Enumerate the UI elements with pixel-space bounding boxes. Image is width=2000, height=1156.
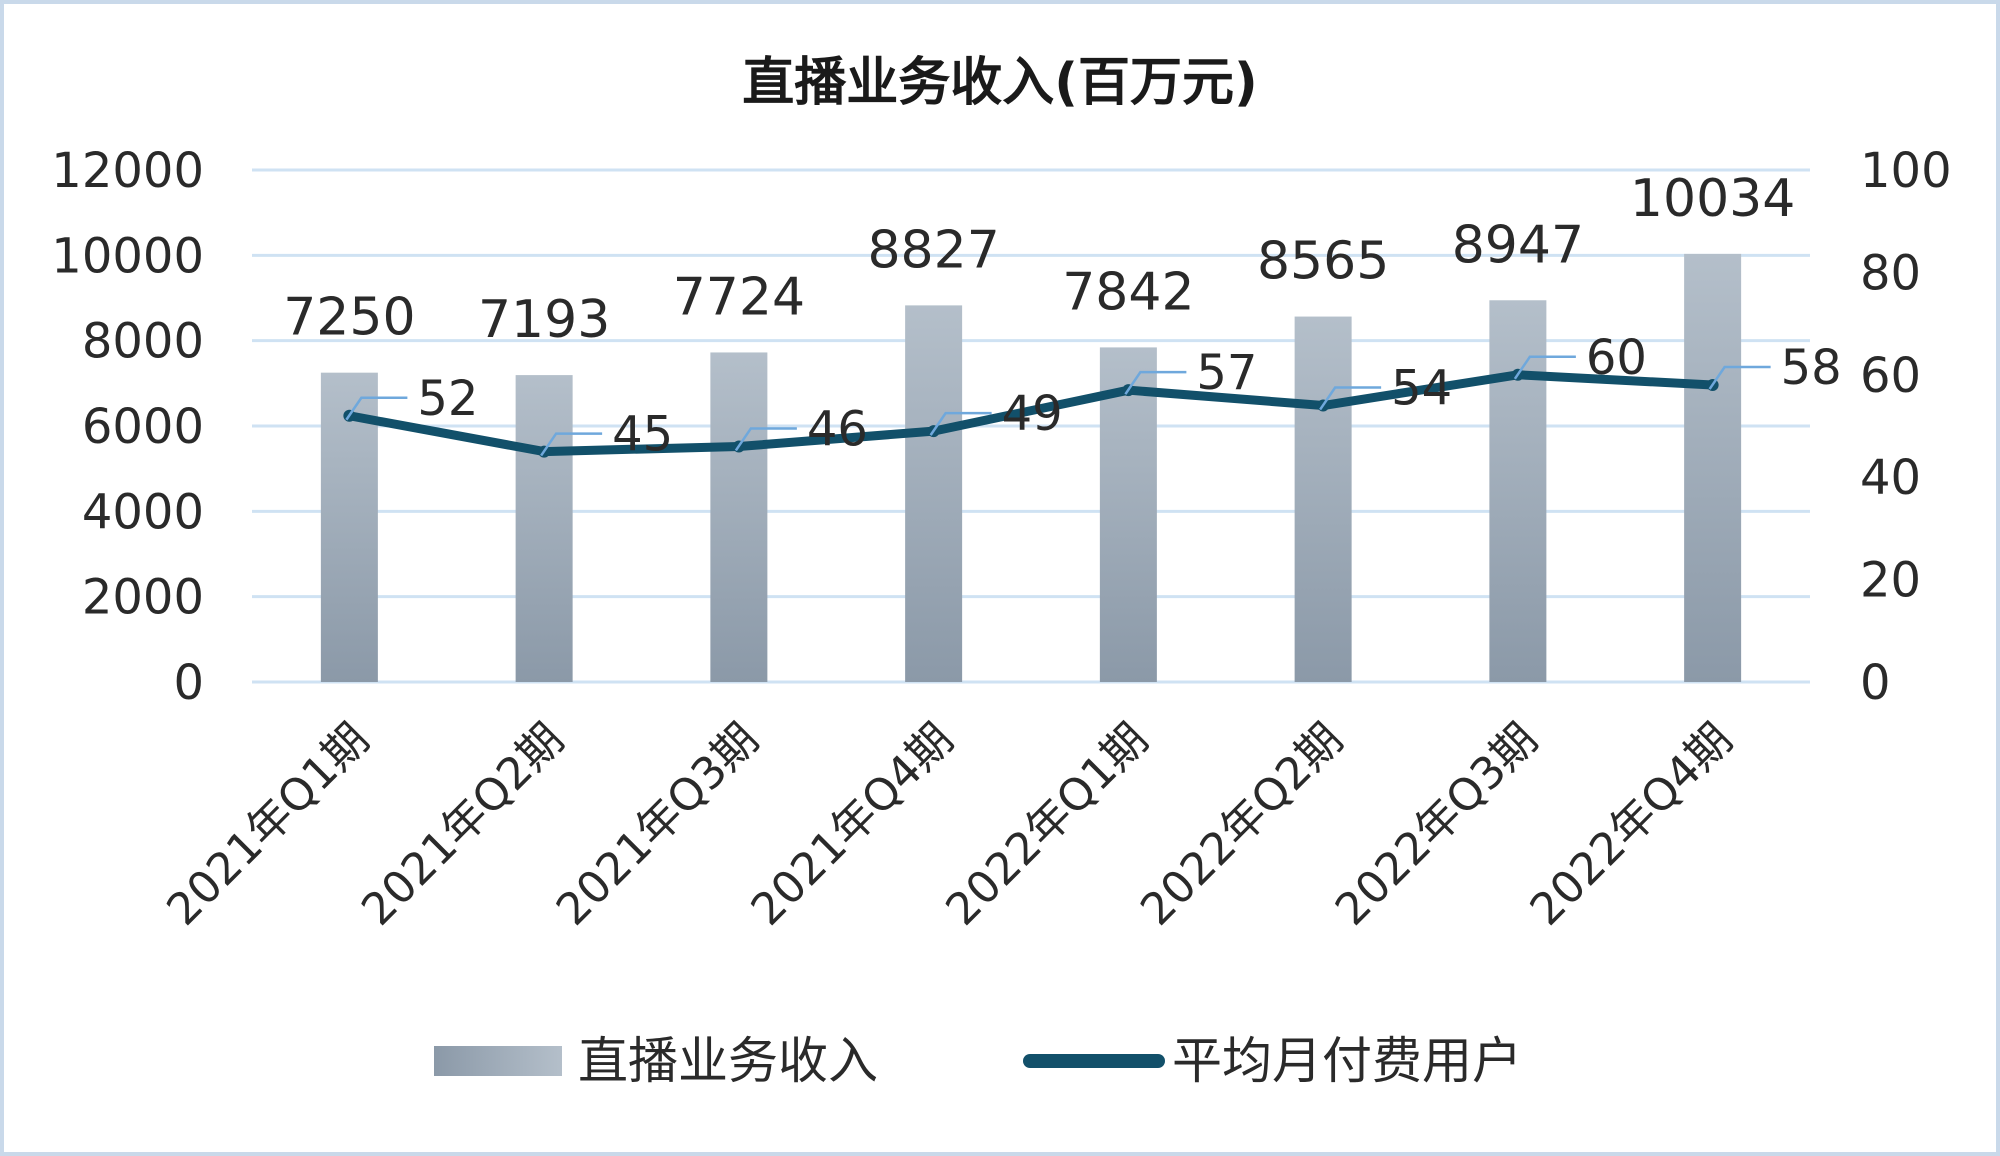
bar — [1294, 316, 1352, 682]
left-axis-tick-label: 4000 — [82, 484, 204, 540]
bar — [320, 372, 378, 682]
bar — [515, 375, 573, 682]
right-axis-tick-label: 80 — [1860, 245, 1921, 301]
line-data-label: 52 — [417, 371, 478, 427]
left-axis-tick-label: 0 — [173, 655, 204, 711]
line-data-label: 49 — [1002, 386, 1063, 442]
right-axis-tick-label: 20 — [1860, 553, 1921, 609]
left-axis-tick-label: 2000 — [82, 570, 204, 626]
bar-data-label: 7724 — [673, 267, 805, 327]
leader-line — [540, 432, 603, 457]
bar-data-labels: 7250 7193 7724 8827 7842 8565 8947 10034 — [283, 169, 1795, 350]
line-data-label: 46 — [807, 401, 868, 457]
x-axis-category-label: 2022年Q3期 — [1326, 714, 1548, 936]
bar-data-label: 7842 — [1062, 262, 1194, 322]
line-data-label: 45 — [612, 407, 673, 463]
leader-line — [1124, 370, 1187, 395]
bar — [1489, 300, 1547, 682]
right-axis-tick-label: 40 — [1860, 450, 1921, 506]
leader-line — [1319, 386, 1382, 411]
legend-swatch-bar — [434, 1046, 562, 1076]
legend-label-line: 平均月付费用户 — [1172, 1032, 1522, 1090]
bar-data-label: 8565 — [1257, 232, 1389, 292]
line-data-label: 60 — [1586, 330, 1647, 386]
leader-line — [734, 427, 797, 452]
chart-title: 直播业务收入(百万元) — [742, 53, 1258, 113]
x-axis-category-label: 2021年Q2期 — [352, 714, 574, 936]
bar-data-label: 8827 — [867, 220, 999, 280]
series-line — [344, 370, 1718, 457]
line-data-label: 58 — [1781, 340, 1842, 396]
left-axis-tick-label: 10000 — [51, 228, 204, 284]
gridlines — [252, 168, 1810, 684]
bar — [710, 352, 768, 682]
bar-data-label: 10034 — [1630, 169, 1795, 229]
left-axis-tick-label: 12000 — [51, 143, 204, 199]
line-data-label: 57 — [1196, 345, 1257, 401]
bar — [905, 305, 963, 682]
x-axis-category-label: 2021年Q3期 — [547, 714, 769, 936]
right-axis-tick-label: 0 — [1860, 655, 1891, 711]
left-axis-tick-label: 8000 — [82, 314, 204, 370]
bar-data-label: 7193 — [478, 290, 610, 350]
right-y-axis: 0 20 40 60 80 100 — [1860, 143, 1952, 711]
x-axis-category-label: 2022年Q4期 — [1521, 714, 1743, 936]
legend: 直播业务收入 平均月付费用户 — [434, 1032, 1522, 1090]
left-y-axis: 0 2000 4000 6000 8000 10000 12000 — [51, 143, 204, 711]
bar-series — [320, 253, 1742, 682]
legend-label-bar: 直播业务收入 — [578, 1032, 878, 1090]
x-axis-category-label: 2022年Q1期 — [936, 714, 1158, 936]
line-data-label: 54 — [1391, 361, 1452, 417]
right-axis-tick-label: 100 — [1860, 143, 1952, 199]
bar — [1684, 253, 1742, 682]
x-axis-category-label: 2021年Q4期 — [742, 714, 964, 936]
line-data-labels: 52 45 46 49 57 54 60 58 — [345, 330, 1842, 463]
left-axis-tick-label: 6000 — [82, 399, 204, 455]
x-axis: 2021年Q1期2021年Q2期2021年Q3期2021年Q4期2022年Q1期… — [157, 714, 1742, 936]
x-axis-category-label: 2021年Q1期 — [157, 714, 379, 936]
x-axis-category-label: 2022年Q2期 — [1131, 714, 1353, 936]
bar — [1099, 347, 1157, 682]
leader-line — [1708, 365, 1771, 390]
bar-data-label: 8947 — [1452, 215, 1584, 275]
leader-line — [345, 396, 408, 421]
bar-data-label: 7250 — [283, 288, 415, 348]
right-axis-tick-label: 60 — [1860, 348, 1921, 404]
leader-line — [929, 411, 992, 436]
leader-line — [1513, 355, 1576, 380]
